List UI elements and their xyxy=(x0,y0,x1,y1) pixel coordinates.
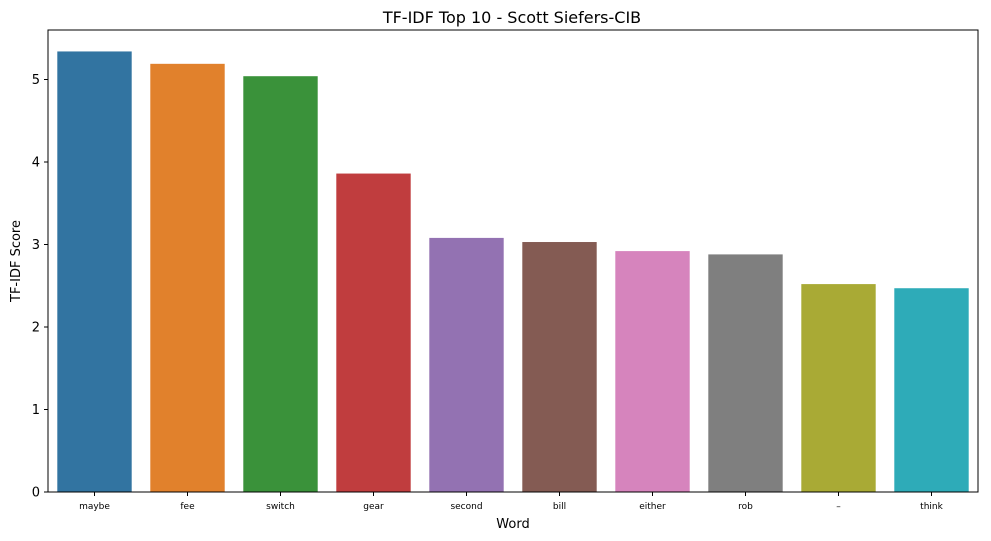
x-tick-label: think xyxy=(920,502,943,512)
bar-5 xyxy=(522,242,597,492)
y-tick-label: 1 xyxy=(32,403,40,418)
bar-1 xyxy=(150,63,225,492)
bar-9 xyxy=(894,288,969,492)
bar-0 xyxy=(57,51,132,492)
x-tick-label: bill xyxy=(553,502,566,512)
x-tick-label: switch xyxy=(266,502,295,512)
x-tick-label: gear xyxy=(363,502,384,512)
y-tick-label: 0 xyxy=(32,486,40,501)
x-tick-label: fee xyxy=(180,502,195,512)
ticks-layer: maybe fee switch gear second bill either rob – th… xyxy=(32,73,944,512)
plot-frame xyxy=(47,29,979,493)
x-tick-label: maybe xyxy=(79,502,110,512)
y-axis-label: TF-IDF Score xyxy=(9,220,24,303)
bars-layer xyxy=(57,51,969,493)
bar-2 xyxy=(243,76,318,492)
y-tick-label: 3 xyxy=(32,238,40,253)
bar-8 xyxy=(801,284,876,492)
x-tick-label: rob xyxy=(738,502,753,512)
x-tick-label: second xyxy=(450,502,482,512)
x-tick-label: either xyxy=(639,502,666,512)
bar-6 xyxy=(615,251,690,492)
x-tick-label: – xyxy=(836,502,841,512)
bar-7 xyxy=(708,254,783,492)
y-tick-label: 2 xyxy=(32,321,40,336)
bar-3 xyxy=(336,173,411,493)
bar-4 xyxy=(429,237,504,492)
y-tick-label: 4 xyxy=(32,156,40,171)
y-tick-label: 5 xyxy=(32,73,40,88)
x-axis-label: Word xyxy=(496,517,529,532)
chart-title: TF-IDF Top 10 - Scott Siefers-CIB xyxy=(382,8,641,27)
